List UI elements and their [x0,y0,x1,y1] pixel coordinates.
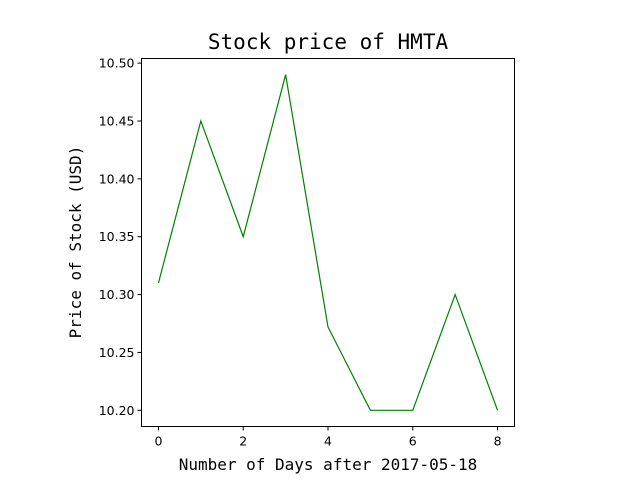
series-line-price [157,74,499,411]
x-tick-label: 8 [494,434,502,449]
y-tick-label: 10.35 [99,229,135,244]
chart-title: Stock price of HMTA [208,30,449,54]
y-tick-label: 10.20 [99,403,135,418]
y-tick-label: 10.25 [99,345,135,360]
axes-frame [141,58,515,427]
x-tick-label: 2 [239,434,247,449]
x-axis: 0 2 4 6 8 [154,426,502,449]
y-tick-label: 10.40 [99,171,135,186]
x-tick-label: 0 [154,434,162,449]
y-axis: 10.20 10.25 10.30 10.35 10.40 10.45 10.50 [99,56,142,418]
x-tick-label: 4 [324,434,332,449]
y-tick-label: 10.45 [99,113,135,128]
x-axis-label: Number of Days after 2017-05-18 [179,455,478,474]
plot-area: 10.20 10.25 10.30 10.35 10.40 10.45 10.50 0 2 4 6… [99,56,515,449]
y-axis-label: Price of Stock (USD) [66,146,85,339]
x-tick-label: 6 [409,434,417,449]
y-tick-label: 10.50 [99,56,135,71]
y-tick-label: 10.30 [99,287,135,302]
